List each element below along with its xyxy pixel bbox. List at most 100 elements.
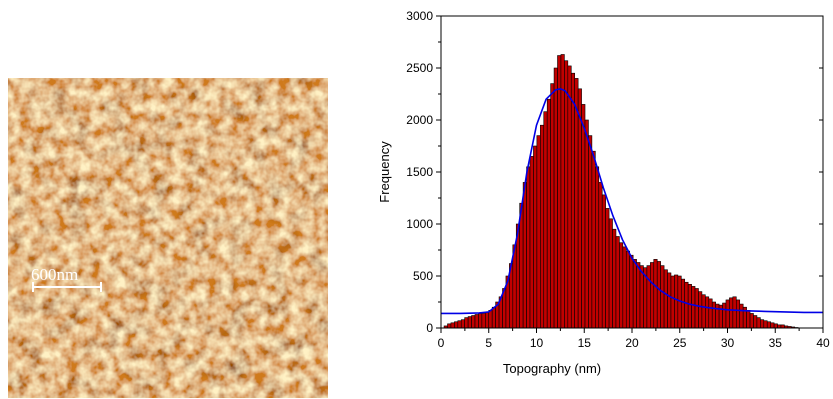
histogram-bar: [763, 320, 768, 329]
histogram-bar: [608, 218, 613, 329]
histogram-bar: [540, 124, 545, 329]
histogram-bar: [698, 291, 703, 329]
histogram-bar: [595, 166, 600, 329]
x-axis-ticks: 0 5 10 15 20 25 30 35 40: [438, 328, 830, 350]
histogram-bar: [491, 306, 496, 329]
histogram-bar: [732, 296, 737, 329]
histogram-bar: [725, 299, 730, 329]
histogram-bar: [656, 261, 661, 329]
y-tick-label: 2500: [406, 61, 433, 75]
histogram-bar: [584, 119, 589, 329]
histogram-bar: [663, 269, 668, 329]
histogram-bar: [464, 317, 469, 329]
histogram-bar: [553, 67, 558, 329]
histogram-bar: [564, 60, 569, 329]
histogram-bar: [485, 312, 490, 329]
histogram-bar: [711, 301, 716, 329]
histogram-bar: [546, 98, 551, 329]
x-tick-label: 20: [625, 336, 639, 350]
fit-curve: [441, 87, 823, 315]
histogram-bar: [625, 250, 631, 329]
histogram-bar: [646, 265, 651, 329]
histogram-bar: [488, 310, 493, 329]
histogram-bar: [519, 202, 524, 329]
histogram-bar: [557, 55, 562, 329]
y-tick-label: 1000: [406, 217, 433, 231]
scale-bar-label: 600nm: [31, 265, 79, 284]
histogram-bar: [560, 54, 565, 329]
scale-bar: [32, 282, 102, 292]
x-tick-label: 15: [578, 336, 592, 350]
histogram-bar: [581, 104, 586, 329]
histogram-bar: [770, 322, 775, 329]
y-tick-label: 0: [426, 321, 433, 335]
histogram-bar: [447, 323, 452, 329]
histogram-bar: [650, 262, 655, 329]
histogram-bar: [701, 294, 706, 329]
x-tick-label: 40: [816, 336, 830, 350]
histogram-bar: [722, 302, 727, 329]
histogram-bar: [756, 317, 761, 329]
histogram-bar: [760, 319, 765, 329]
histogram-bar: [753, 315, 758, 329]
histogram-bar: [460, 319, 465, 329]
histogram-bar: [536, 135, 541, 329]
histogram-bar: [601, 194, 606, 329]
histogram-bar: [667, 272, 672, 329]
histogram-bar: [653, 259, 658, 329]
histogram-bar: [533, 145, 538, 329]
y-tick-label: 3000: [406, 9, 433, 23]
histogram-bar: [632, 259, 637, 329]
histogram-bar: [694, 288, 699, 329]
histogram-bar: [715, 303, 720, 329]
histogram-bar: [522, 182, 527, 329]
histogram-bar: [622, 246, 627, 329]
histogram-bar: [529, 156, 534, 329]
histogram-bar: [773, 323, 778, 329]
histogram-bar: [570, 72, 575, 329]
histogram-bar: [471, 315, 476, 329]
histogram-bar: [550, 83, 555, 329]
histogram-bar: [739, 303, 744, 329]
histogram-bar: [636, 262, 641, 329]
histogram-bar: [680, 278, 686, 329]
histogram-bar: [705, 296, 710, 329]
histogram-bar: [670, 275, 675, 329]
histogram-bar: [450, 322, 455, 329]
histogram-bar: [708, 298, 713, 329]
histogram-bar: [478, 313, 483, 329]
x-axis-label: Topography (nm): [503, 361, 601, 376]
histogram-bar: [746, 310, 751, 329]
x-tick-label: 5: [485, 336, 492, 350]
histogram-bar: [588, 135, 593, 329]
histogram-bar: [674, 274, 679, 329]
histogram-bar: [526, 166, 531, 329]
histogram-svg: 0 5 10 15 20 25 30 35 40 0 500 1000 1500 2000 2500 300…: [377, 9, 830, 376]
y-axis-label: Frequency: [377, 141, 392, 203]
histogram-bar: [629, 254, 634, 329]
histogram-bar: [481, 313, 486, 329]
histogram-bar: [691, 286, 696, 329]
histogram-bar: [574, 78, 579, 329]
histogram-bar: [474, 314, 479, 329]
histogram-bar: [684, 281, 689, 329]
histogram-bar: [454, 321, 459, 329]
afm-topography-image: [8, 78, 328, 398]
histogram-bar: [598, 182, 603, 329]
histogram-bar: [749, 313, 754, 329]
histogram-bar: [687, 284, 692, 329]
x-tick-label: 35: [769, 336, 783, 350]
histogram-bar: [639, 265, 644, 329]
histogram-bar: [543, 111, 548, 329]
y-tick-label: 1500: [406, 165, 433, 179]
histogram-bar: [457, 320, 462, 329]
histogram-bar: [612, 228, 617, 329]
histogram-bar: [605, 208, 610, 329]
x-tick-label: 10: [530, 336, 544, 350]
y-axis-ticks: 0 500 1000 1500 2000 2500 3000: [406, 9, 823, 335]
afm-texture: [8, 78, 328, 398]
histogram-bar: [577, 88, 582, 329]
histogram-bar: [619, 242, 624, 329]
histogram-bar: [729, 297, 734, 329]
histogram-bar: [735, 299, 741, 329]
